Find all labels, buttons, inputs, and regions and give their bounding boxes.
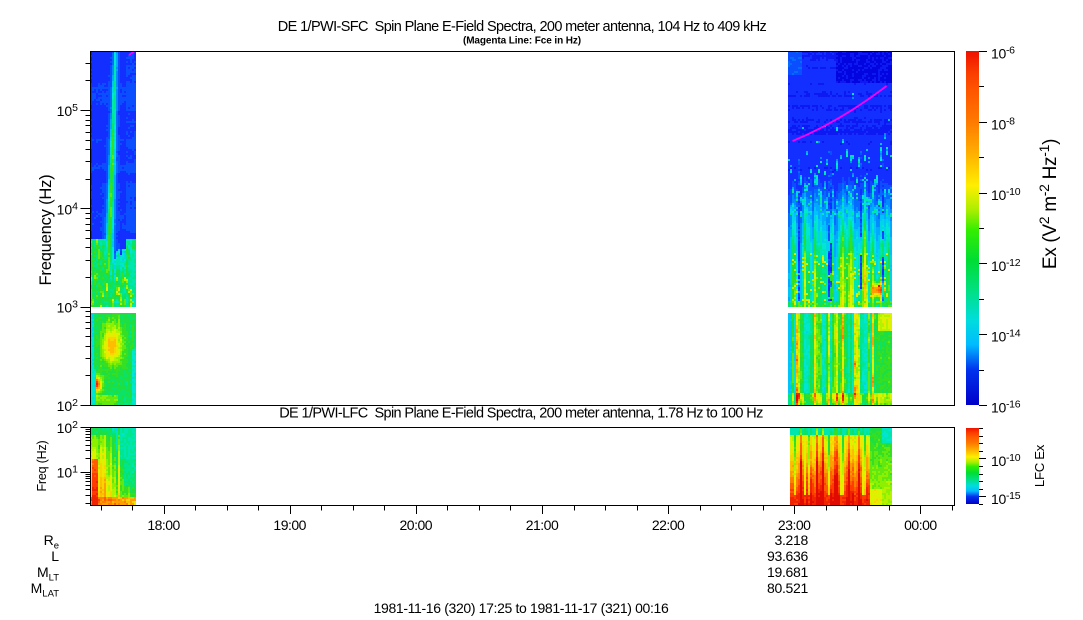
svg-text:101: 101 [57,464,79,481]
svg-text:105: 105 [57,102,79,119]
svg-text:DE 1/PWI-LFC Spin Plane E-Fie: DE 1/PWI-LFC Spin Plane E-Field Spectra,… [279,406,763,422]
svg-text:104: 104 [57,200,79,217]
svg-text:22:00: 22:00 [652,517,685,533]
svg-text:102: 102 [57,397,79,414]
svg-text:10-10: 10-10 [991,186,1021,203]
svg-text:20:00: 20:00 [400,517,433,533]
svg-text:Ex (V2 m-2 Hz-1): Ex (V2 m-2 Hz-1) [1036,139,1061,269]
svg-text:10-15: 10-15 [991,490,1021,507]
svg-text:102: 102 [57,419,79,436]
svg-text:DE 1/PWI-SFC Spin Plane E-Fie: DE 1/PWI-SFC Spin Plane E-Field Spectra,… [278,19,767,35]
svg-text:10-16: 10-16 [991,399,1021,416]
svg-text:10-8: 10-8 [991,115,1015,132]
svg-text:10-14: 10-14 [991,328,1021,345]
svg-text:LFC Ex: LFC Ex [1032,444,1047,487]
svg-text:Frequency (Hz): Frequency (Hz) [37,175,55,286]
svg-text:10-6: 10-6 [991,45,1015,62]
svg-text:(Magenta Line: Fce in Hz): (Magenta Line: Fce in Hz) [463,36,581,47]
svg-text:23:00: 23:00 [778,517,811,533]
svg-text:103: 103 [57,299,79,316]
svg-text:18:00: 18:00 [147,517,180,533]
svg-text:80.521: 80.521 [767,580,809,596]
svg-text:19:00: 19:00 [273,517,306,533]
svg-text:10-12: 10-12 [991,257,1021,274]
svg-text:3.218: 3.218 [774,532,808,548]
svg-text:00:00: 00:00 [904,517,937,533]
svg-text:10-10: 10-10 [991,452,1021,469]
svg-text:1981-11-16 (320) 17:25 to 1981: 1981-11-16 (320) 17:25 to 1981-11-17 (32… [374,600,669,616]
svg-text:Freq (Hz): Freq (Hz) [35,440,49,491]
svg-text:19.681: 19.681 [767,564,809,580]
svg-text:93.636: 93.636 [767,548,809,564]
svg-text:L: L [51,548,59,564]
svg-text:21:00: 21:00 [526,517,559,533]
